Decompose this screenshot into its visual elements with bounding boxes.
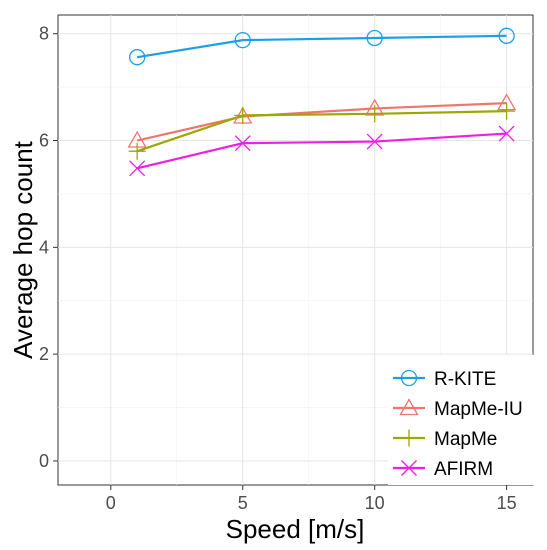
legend-label-mapme: MapMe <box>434 429 497 450</box>
x-tick-label: 15 <box>497 493 517 513</box>
legend-label-afirm: AFIRM <box>434 459 493 480</box>
data-point-afirm <box>366 133 383 150</box>
series-markers <box>127 27 517 177</box>
legend-marker-r-kite <box>400 369 418 387</box>
data-point-r-kite <box>498 27 515 44</box>
x-axis: 0 5 10 15 <box>106 485 517 513</box>
legend-marker-afirm <box>401 460 417 476</box>
y-tick-label: 6 <box>39 131 49 151</box>
legend-key-r-kite <box>393 369 425 387</box>
legend-marker-mapme <box>400 429 418 447</box>
data-point-afirm <box>234 135 251 152</box>
grid-lines <box>58 15 533 485</box>
x-tick-label: 10 <box>365 493 385 513</box>
legend-key-mapme <box>393 429 425 447</box>
data-point-r-kite <box>366 29 383 47</box>
data-point-mapme <box>128 142 146 160</box>
series-line-mapme-iu <box>136 102 507 142</box>
data-point-mapme <box>234 106 252 124</box>
legend-label-mapme-iu: MapMe-IU <box>434 399 523 420</box>
x-tick-label: 0 <box>106 493 116 513</box>
legend-label-r-kite: R-KITE <box>434 369 496 390</box>
data-point-afirm <box>498 125 515 142</box>
y-axis-title: Average hop count <box>8 140 38 359</box>
x-axis-title: Speed [m/s] <box>226 514 365 544</box>
legend-marker-mapme-iu <box>399 398 419 416</box>
y-tick-label: 4 <box>39 237 49 257</box>
x-tick-label: 5 <box>238 493 248 513</box>
legend-key-mapme-iu <box>393 398 425 416</box>
series-line-mapme <box>136 110 507 153</box>
data-point-r-kite <box>129 49 146 66</box>
data-point-mapme <box>498 102 516 120</box>
y-tick-label: 0 <box>39 451 49 471</box>
y-tick-label: 8 <box>39 24 49 44</box>
data-point-mapme <box>366 105 384 123</box>
legend: R-KITE MapMe-IU MapMe AFIRM <box>388 355 546 485</box>
series-lines <box>136 34 507 170</box>
data-point-r-kite <box>234 31 251 49</box>
y-axis: 0 2 4 6 8 <box>39 24 58 471</box>
y-tick-label: 2 <box>39 344 49 364</box>
legend-key-afirm <box>393 460 425 476</box>
data-point-afirm <box>129 160 146 177</box>
series-line-r-kite <box>136 34 507 59</box>
series-line-afirm <box>136 132 507 170</box>
